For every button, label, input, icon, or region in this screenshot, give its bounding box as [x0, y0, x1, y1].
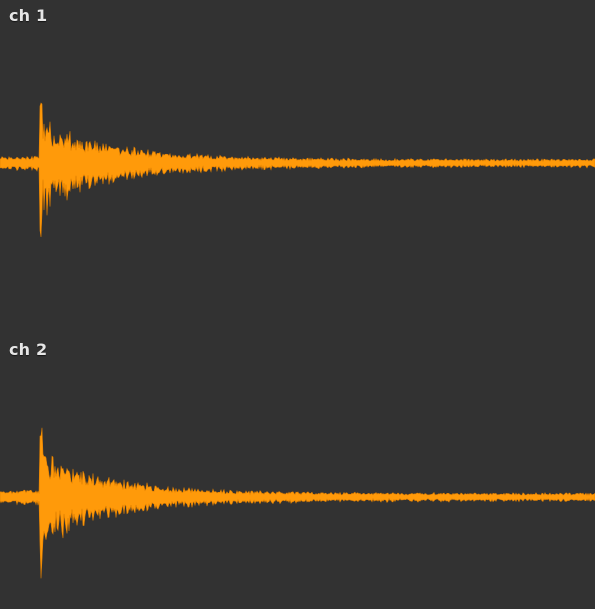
channel-2-lane[interactable]: ch 2 — [0, 334, 595, 609]
channel-2-label: ch 2 — [9, 340, 48, 359]
channel-2-waveform[interactable] — [0, 334, 595, 609]
channel-1-waveform-path — [0, 102, 595, 238]
channel-2-waveform-path — [0, 427, 595, 579]
channel-1-waveform[interactable] — [0, 0, 595, 330]
channel-1-label: ch 1 — [9, 6, 48, 25]
channel-1-lane[interactable]: ch 1 — [0, 0, 595, 330]
